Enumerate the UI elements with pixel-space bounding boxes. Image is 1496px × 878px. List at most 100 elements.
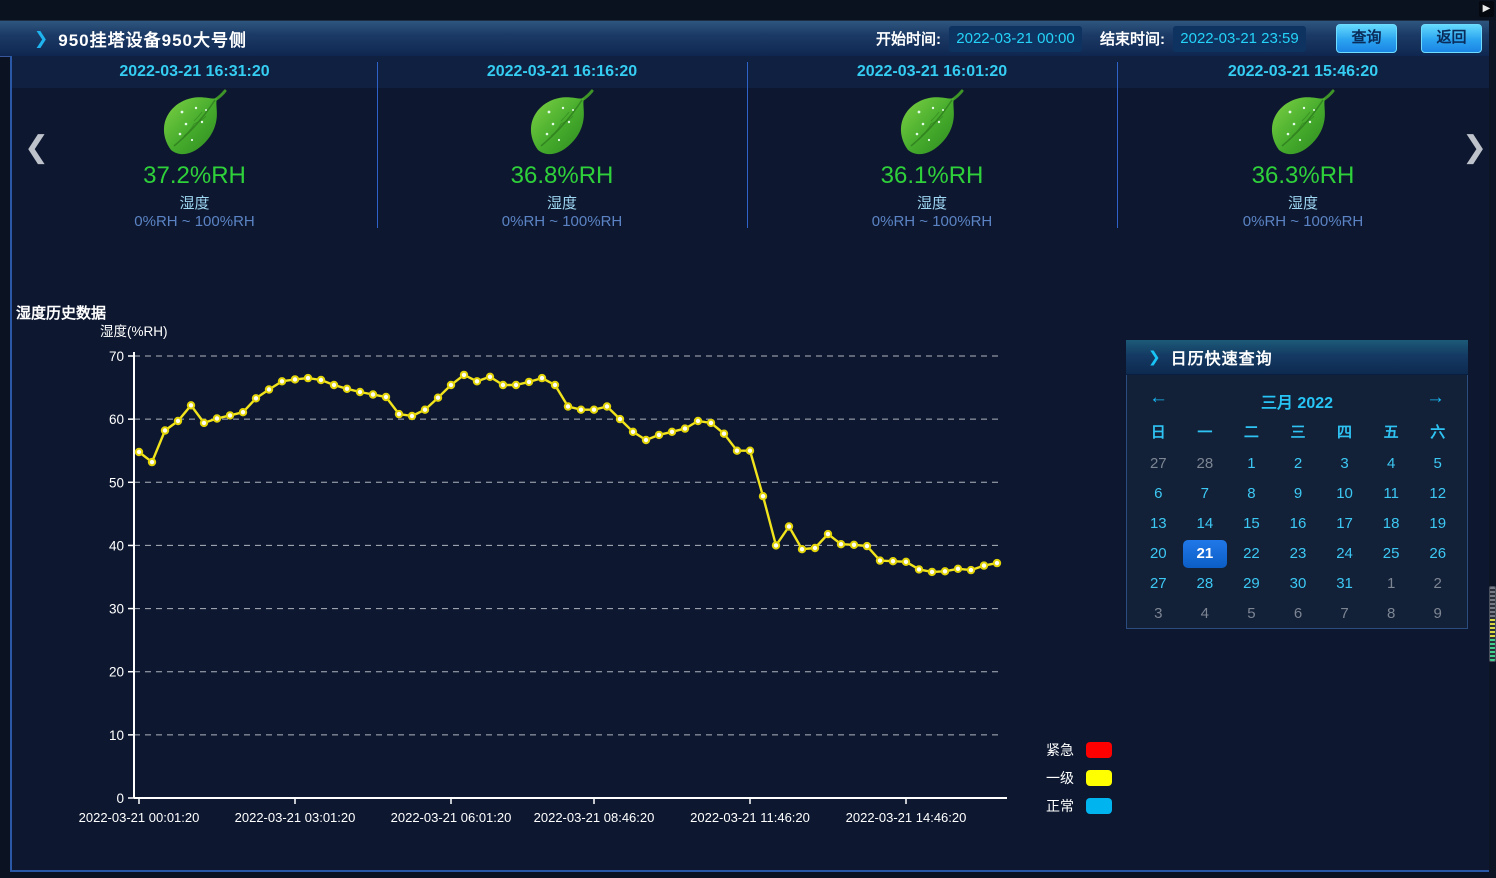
calendar-day[interactable]: 18 — [1382, 515, 1400, 532]
data-point[interactable] — [849, 540, 859, 550]
calendar-day[interactable]: 22 — [1243, 545, 1260, 562]
calendar-day[interactable]: 10 — [1336, 485, 1353, 502]
data-point[interactable] — [134, 447, 144, 457]
data-point[interactable] — [537, 373, 547, 383]
start-time-input[interactable]: 2022-03-21 00:00 — [949, 25, 1082, 52]
data-point[interactable] — [290, 375, 300, 384]
data-point[interactable] — [927, 567, 937, 577]
data-point[interactable] — [407, 411, 417, 421]
data-point[interactable] — [641, 435, 651, 445]
data-point[interactable] — [784, 522, 794, 531]
data-point[interactable] — [862, 541, 872, 551]
calendar-day[interactable]: 15 — [1243, 515, 1260, 532]
data-point[interactable] — [810, 543, 820, 553]
data-point[interactable] — [953, 564, 963, 574]
data-point[interactable] — [550, 380, 560, 390]
data-point[interactable] — [394, 409, 404, 419]
calendar-day[interactable]: 7 — [1340, 605, 1349, 622]
data-point[interactable] — [524, 377, 534, 387]
data-point[interactable] — [680, 424, 690, 433]
data-point[interactable] — [901, 557, 911, 567]
calendar-day[interactable]: 1 — [1386, 575, 1396, 592]
data-point[interactable] — [147, 457, 157, 467]
data-point[interactable] — [316, 375, 326, 385]
data-point[interactable] — [251, 394, 261, 403]
data-point[interactable] — [836, 540, 846, 549]
calendar-day[interactable]: 6 — [1293, 605, 1303, 622]
scrollbar-thumb[interactable] — [1489, 586, 1496, 662]
calendar-day[interactable]: 25 — [1382, 545, 1400, 562]
calendar-day[interactable]: 23 — [1289, 545, 1307, 562]
data-point[interactable] — [602, 402, 612, 411]
calendar-day[interactable]: 11 — [1383, 485, 1399, 502]
data-point[interactable] — [940, 567, 950, 576]
data-point[interactable] — [511, 380, 521, 390]
data-point[interactable] — [758, 492, 768, 501]
calendar-day[interactable]: 2 — [1293, 455, 1303, 472]
data-point[interactable] — [966, 565, 976, 575]
calendar-day[interactable]: 24 — [1336, 545, 1353, 562]
calendar-day[interactable]: 16 — [1289, 515, 1307, 532]
next-month-icon[interactable]: → — [1426, 387, 1445, 408]
data-point[interactable] — [342, 384, 352, 394]
data-point[interactable] — [173, 416, 183, 426]
legend-item[interactable]: 正常 — [1040, 796, 1112, 816]
data-point[interactable] — [199, 418, 209, 428]
prev-month-icon[interactable]: ← — [1149, 387, 1168, 408]
legend-item[interactable]: 紧急 — [1040, 740, 1112, 760]
calendar-day[interactable]: 9 — [1293, 485, 1303, 502]
data-point[interactable] — [420, 405, 430, 414]
data-point[interactable] — [355, 387, 365, 397]
legend-item[interactable]: 一级 — [1040, 768, 1112, 788]
data-point[interactable] — [433, 393, 443, 402]
calendar-day[interactable]: 29 — [1243, 575, 1260, 592]
data-point[interactable] — [381, 392, 391, 402]
carousel-next-icon[interactable]: ❯ — [1462, 131, 1488, 164]
calendar-day-selected[interactable]: 21 — [1182, 540, 1228, 568]
calendar-day[interactable]: 30 — [1289, 575, 1307, 592]
back-button[interactable]: 返回 — [1421, 24, 1482, 53]
data-point[interactable] — [667, 427, 677, 437]
calendar-day[interactable]: 4 — [1386, 455, 1396, 472]
calendar-day[interactable]: 19 — [1429, 515, 1447, 532]
calendar-day[interactable]: 3 — [1340, 455, 1349, 472]
calendar-day[interactable]: 27 — [1149, 575, 1167, 592]
data-point[interactable] — [654, 430, 664, 440]
data-point[interactable] — [628, 427, 638, 437]
data-point[interactable] — [888, 557, 898, 566]
query-button[interactable]: 查询 — [1336, 24, 1397, 53]
calendar-day[interactable]: 20 — [1149, 545, 1167, 562]
calendar-day[interactable]: 1 — [1247, 455, 1256, 472]
data-point[interactable] — [979, 561, 989, 570]
data-point[interactable] — [823, 529, 833, 539]
calendar-day[interactable]: 3 — [1154, 605, 1163, 622]
calendar-day[interactable]: 5 — [1433, 455, 1442, 472]
calendar-day[interactable]: 31 — [1336, 575, 1353, 592]
data-point[interactable] — [498, 380, 508, 390]
data-point[interactable] — [992, 558, 1002, 568]
data-point[interactable] — [368, 390, 378, 399]
calendar-day[interactable]: 8 — [1386, 605, 1396, 622]
data-point[interactable] — [693, 416, 703, 426]
calendar-day[interactable]: 17 — [1336, 515, 1353, 532]
data-point[interactable] — [264, 385, 274, 394]
calendar-day[interactable]: 26 — [1429, 545, 1447, 562]
data-point[interactable] — [160, 426, 170, 435]
calendar-day[interactable]: 14 — [1196, 515, 1214, 532]
calendar-day[interactable]: 28 — [1196, 455, 1214, 472]
data-point[interactable] — [485, 372, 495, 381]
data-point[interactable] — [576, 405, 586, 414]
data-point[interactable] — [732, 446, 742, 455]
data-point[interactable] — [459, 370, 469, 380]
calendar-day[interactable]: 5 — [1247, 605, 1256, 622]
data-point[interactable] — [914, 565, 924, 574]
data-point[interactable] — [719, 429, 729, 438]
calendar-day[interactable]: 27 — [1149, 455, 1167, 472]
calendar-day[interactable]: 7 — [1200, 485, 1210, 502]
carousel-prev-icon[interactable]: ❮ — [24, 131, 50, 164]
calendar-day[interactable]: 13 — [1149, 515, 1167, 532]
data-point[interactable] — [589, 405, 599, 414]
calendar-day[interactable]: 12 — [1429, 485, 1447, 502]
data-point[interactable] — [745, 446, 755, 455]
data-point[interactable] — [797, 545, 807, 554]
